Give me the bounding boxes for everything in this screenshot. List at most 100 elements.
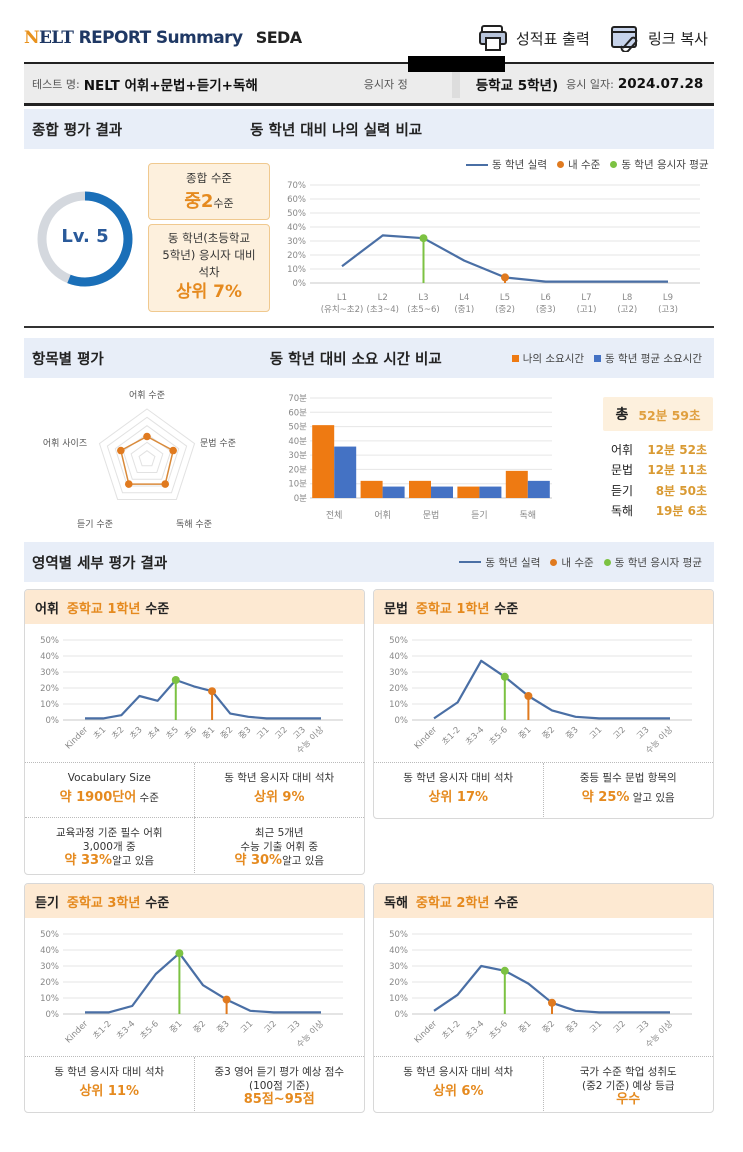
x-tick-label: L3 <box>418 293 428 303</box>
detail-stat-label: 동 학년 응시자 대비 석차 <box>224 772 335 784</box>
copy-link-label: 링크 복사 <box>648 29 708 48</box>
y-tick-label: 60분 <box>288 408 307 418</box>
detail-card-header: 듣기 중학교 3학년 수준 <box>25 884 364 918</box>
detail-stat: 동 학년 응시자 대비 석차 상위 11% <box>25 1057 195 1112</box>
y-tick-label: 10분 <box>288 480 307 490</box>
x-tick-label: 초3-4 <box>115 1019 137 1041</box>
detail-stat-suffix: 알고 있음 <box>112 855 155 867</box>
x-tick-label: 초1 <box>92 725 108 741</box>
detail-legend-avg-label: 동 학년 응시자 평균 <box>614 556 702 569</box>
x-tick-label: 독해 <box>520 510 537 521</box>
y-tick-label: 20% <box>389 684 408 694</box>
y-tick-label: 20% <box>389 978 408 988</box>
detail-legend-line-swatch <box>459 561 482 563</box>
y-tick-label: 50% <box>40 636 59 646</box>
detail-card-suffix: 수준 <box>145 895 170 911</box>
x-tick-label: 초2 <box>110 725 126 741</box>
detail-card-area: 문법 <box>384 601 408 617</box>
detail-stat-suffix: 알고 있음 <box>629 792 675 804</box>
detail-stat-label: 최근 5개년 <box>254 827 304 839</box>
avg-time-bar <box>479 486 502 498</box>
avg-marker-dot <box>171 676 180 684</box>
x-tick-sublabel: (유치~초2) <box>321 305 364 315</box>
radar-axis-label: 독해 수준 <box>176 519 212 530</box>
x-tick-sublabel: (초5~6) <box>407 305 439 315</box>
radar-grid <box>98 408 196 500</box>
x-tick-label: 중3 <box>215 1019 231 1035</box>
radar-point <box>169 446 177 455</box>
mine-marker-dot <box>222 995 231 1004</box>
compare-title: 동 학년 대비 나의 실력 비교 <box>250 122 423 139</box>
legend-avg-swatch <box>610 161 618 168</box>
y-tick-label: 10% <box>389 700 408 710</box>
detail-stats: 동 학년 응시자 대비 석차 상위 11% 중3 영어 듣기 평가 예상 점수 (10… <box>25 1056 365 1112</box>
y-tick-label: 70% <box>287 181 306 191</box>
x-tick-label: 초4 <box>146 725 162 741</box>
x-tick-label: 초3-4 <box>464 1019 486 1041</box>
detail-stat-value: 상위 17% <box>428 790 489 805</box>
detail-stat-value-row: 상위 11% <box>25 1085 194 1099</box>
time-legend: 나의 소요시간 동 학년 평균 소요시간 <box>506 351 702 366</box>
legend-time-mine-swatch <box>511 354 519 362</box>
x-tick-label: 초5-6 <box>487 725 509 747</box>
y-tick-label: 40% <box>40 946 59 956</box>
detail-stat-label-2: (100점 기준) <box>248 1080 310 1092</box>
y-tick-label: 30% <box>40 668 59 678</box>
time-row-value: 12분 11초 <box>647 463 707 478</box>
x-tick-label: 고3 <box>635 725 651 741</box>
detail-card-level: 중학교 1학년 <box>66 601 141 617</box>
y-tick-label: 30% <box>40 962 59 972</box>
detail-line-chart: 0% 10% 20% 30% 40% 50% Kinder 초1-2 초3-4 초5-6 중1 중2 중… <box>40 930 343 1050</box>
detail-stat: 동 학년 응시자 대비 석차 상위 6% <box>374 1057 544 1112</box>
x-tick-label: 초1-2 <box>440 725 462 747</box>
overall-rank-box: 동 학년(초등학교 5학년) 응시자 대비 석차 상위 7% <box>148 224 270 312</box>
x-tick-sublabel: (고1) <box>577 305 597 315</box>
x-tick-label: 고1 <box>588 1019 604 1035</box>
y-tick-label: 30% <box>389 962 408 972</box>
my-time-bar <box>360 480 383 498</box>
radar-point <box>143 432 151 441</box>
detail-legend-avg-swatch <box>603 558 611 566</box>
radar-grid <box>106 416 188 494</box>
detail-stat-value: 상위 11% <box>79 1084 140 1099</box>
y-tick-label: 50% <box>40 930 59 940</box>
detail-stat-value-row: 85점~95점 <box>195 1093 365 1107</box>
student-name: SEDA <box>255 28 302 47</box>
x-tick-label: 중1 <box>517 725 533 741</box>
x-tick-sublabel: (중1) <box>454 305 474 315</box>
y-tick-label: 20% <box>287 251 306 261</box>
detail-line-chart: 0% 10% 20% 30% 40% 50% Kinder 초1 초2 초3 초4 초5 초6 중1 중2 중… <box>40 636 343 756</box>
time-row-label: 문법 <box>611 463 634 478</box>
redaction-block <box>408 56 505 72</box>
x-tick-label: 초6 <box>183 725 199 741</box>
my-time-bar <box>409 480 431 498</box>
skill-line <box>85 678 321 720</box>
copy-link-button[interactable]: 링크 복사 <box>610 24 708 52</box>
time-total-value: 52분 59초 <box>638 407 701 423</box>
x-tick-label: L5 <box>500 293 510 303</box>
overall-section-header: 종합 평가 결과 동 학년 대비 나의 실력 비교 <box>24 109 714 149</box>
detail-card-level: 중학교 3학년 <box>66 895 141 911</box>
detail-stats: Vocabulary Size 약 1900단어 수준 동 학년 응시자 대비 석차… <box>25 762 364 873</box>
y-tick-label: 30분 <box>288 451 307 461</box>
avg-marker-dot <box>500 966 509 975</box>
x-tick-label: 초5 <box>164 725 180 741</box>
y-tick-label: 20분 <box>288 465 307 475</box>
level-value: Lv. 5 <box>61 226 109 247</box>
radar-axis-label: 문법 수준 <box>200 438 236 449</box>
detail-stats: 동 학년 응시자 대비 석차 상위 6% 국가 수준 학업 성취도 (중2 기준) 예… <box>374 1056 713 1112</box>
radar-axis-label: 듣기 수준 <box>77 519 113 530</box>
y-tick-label: 50분 <box>288 423 307 433</box>
items-title: 항목별 평가 <box>32 351 104 368</box>
mine-marker-dot <box>501 273 509 282</box>
detail-stat: Vocabulary Size 약 1900단어 수준 <box>25 763 195 817</box>
y-tick-label: 20% <box>40 978 59 988</box>
y-tick-label: 30% <box>389 668 408 678</box>
print-report-button[interactable]: 성적표 출력 <box>478 24 590 52</box>
y-tick-label: 10% <box>40 994 59 1004</box>
y-tick-label: 70분 <box>288 394 307 404</box>
y-tick-label: 0분 <box>294 494 307 504</box>
legend-time-avg-swatch <box>594 354 602 362</box>
detail-stat-value: 상위 9% <box>253 790 305 805</box>
